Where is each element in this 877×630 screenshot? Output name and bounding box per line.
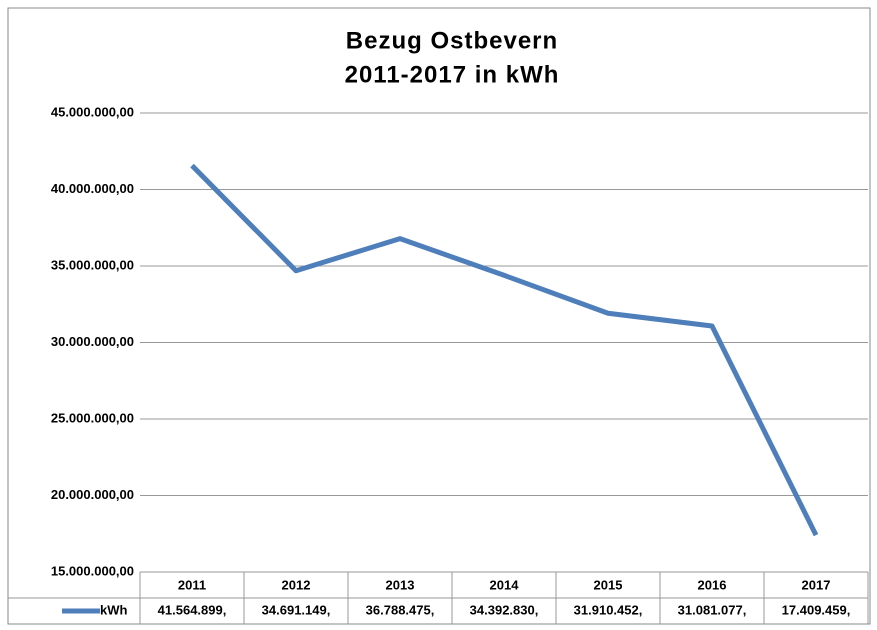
data-table-value: 31.910.452, bbox=[574, 602, 643, 617]
data-table-value: 34.392.830, bbox=[470, 602, 539, 617]
y-tick-label: 40.000.000,00 bbox=[51, 181, 134, 196]
x-tick-label: 2015 bbox=[594, 577, 623, 592]
x-tick-label: 2012 bbox=[282, 577, 311, 592]
y-tick-label: 25.000.000,00 bbox=[51, 410, 134, 425]
x-tick-label: 2013 bbox=[386, 577, 415, 592]
data-table-value: 36.788.475, bbox=[366, 602, 435, 617]
chart-title: Bezug Ostbevern bbox=[346, 27, 558, 54]
chart-frame bbox=[7, 7, 871, 625]
data-table-value: 34.691.149, bbox=[262, 602, 331, 617]
line-series bbox=[190, 163, 819, 537]
x-tick-label: 2017 bbox=[802, 577, 831, 592]
x-tick-label: 2014 bbox=[490, 577, 520, 592]
chart-title: 2011-2017 in kWh bbox=[345, 61, 560, 88]
x-tick-label: 2011 bbox=[178, 577, 206, 592]
data-table-value: 41.564.899, bbox=[158, 602, 227, 617]
y-tick-label: 35.000.000,00 bbox=[51, 257, 134, 272]
y-tick-label: 45.000.000,00 bbox=[51, 104, 134, 119]
y-tick-label: 15.000.000,00 bbox=[51, 563, 134, 578]
x-tick-label: 2016 bbox=[698, 577, 727, 592]
y-tick-label: 30.000.000,00 bbox=[51, 334, 134, 349]
data-table-value: 31.081.077, bbox=[678, 602, 747, 617]
y-tick-label: 20.000.000,00 bbox=[51, 487, 134, 502]
legend-label: kWh bbox=[100, 602, 128, 617]
data-table-value: 17.409.459, bbox=[782, 602, 851, 617]
